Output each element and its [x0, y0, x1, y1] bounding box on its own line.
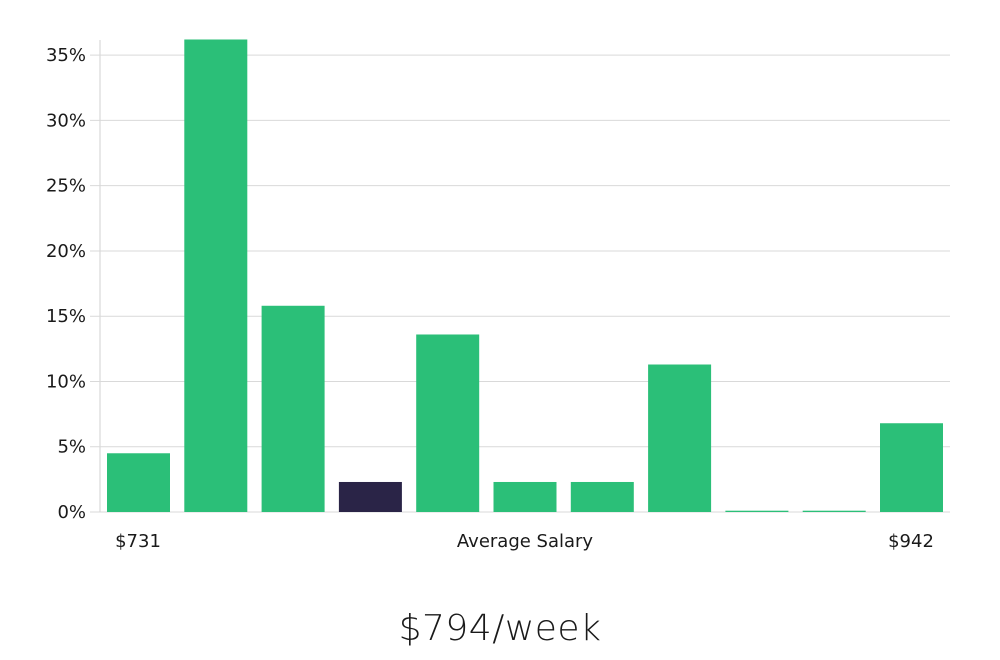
x-min-label: $731: [115, 531, 161, 552]
bar: [725, 510, 789, 512]
bar-layer: [107, 39, 943, 512]
bar: [648, 364, 712, 512]
y-tick-label: 10%: [46, 371, 86, 392]
y-tick-label: 0%: [57, 502, 86, 523]
bar: [570, 481, 634, 512]
y-tick-label: 25%: [46, 176, 86, 197]
xlabel-layer: $731 Average Salary $942: [115, 531, 934, 552]
y-tick-label: 35%: [46, 45, 86, 66]
x-max-label: $942: [888, 531, 934, 552]
bar: [107, 453, 170, 512]
y-tick-label: 5%: [57, 437, 86, 458]
bar: [493, 481, 557, 512]
y-tick-label: 30%: [46, 110, 86, 131]
chart-svg: 0% 5% 10% 15% 20% 25% 30% 35% $731 Average Sala…: [46, 39, 950, 552]
y-tick-label: 20%: [46, 241, 86, 262]
bar: [184, 39, 248, 512]
bar: [880, 423, 943, 512]
y-tick-label: 15%: [46, 306, 86, 327]
average-salary-summary: $794/week: [398, 608, 602, 649]
bar: [802, 510, 866, 512]
bar-highlighted: [338, 481, 402, 512]
bar: [261, 305, 325, 512]
ytick-layer: 0% 5% 10% 15% 20% 25% 30% 35%: [46, 45, 86, 523]
x-axis-title: Average Salary: [457, 531, 594, 552]
bar: [416, 334, 480, 512]
